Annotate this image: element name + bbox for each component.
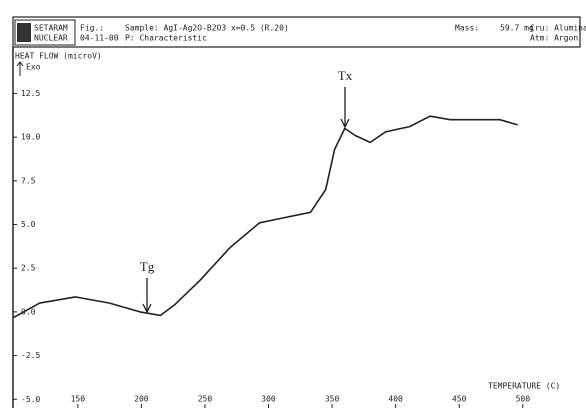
mass: 59.7 mg	[500, 24, 534, 33]
x-tick-label: 400	[388, 395, 403, 404]
x-tick-label: 500	[516, 395, 531, 404]
header-frame	[12, 16, 581, 48]
x-tick-label: 300	[261, 395, 276, 404]
date: 04-11-00	[80, 34, 119, 43]
y-tick-label: 10.0	[21, 133, 40, 142]
y-tick-label: 2.5	[21, 264, 36, 273]
annotation: Tg	[140, 259, 155, 274]
y-tick-label: 0.0	[21, 307, 36, 316]
logo: SETARAM	[34, 24, 68, 33]
exo-arrow	[16, 61, 24, 76]
fig-label: Fig.:	[80, 24, 104, 33]
x-tick-label: 450	[452, 395, 467, 404]
y-tick-label: -2.5	[21, 351, 40, 360]
program: P: Characteristic	[125, 34, 207, 43]
atmosphere: Atm: Argon	[530, 34, 578, 43]
x-axis-label: TEMPERATURE (C)	[488, 382, 560, 391]
annotation-arrow	[142, 278, 152, 314]
crucible: Cru: Alumina	[530, 24, 586, 33]
exo-label: Exo	[26, 63, 41, 72]
logo-box	[14, 19, 76, 46]
y-tick-label: 5.0	[21, 220, 36, 229]
logo-icon	[17, 23, 31, 42]
annotation-arrow	[340, 87, 350, 129]
mass-label: Mass:	[455, 24, 479, 33]
y-tick-label: 12.5	[21, 89, 40, 98]
y-tick-label: -5.0	[21, 395, 40, 404]
x-tick-label: 150	[71, 395, 86, 404]
x-tick-label: 200	[134, 395, 149, 404]
sample: Sample: AgI-Ag2O-B2O3 x=0.5 (R.20)	[125, 24, 289, 33]
x-tick-label: 250	[198, 395, 213, 404]
annotation: Tx	[338, 68, 353, 83]
logo: NUCLEAR	[34, 34, 68, 43]
y-tick-label: 7.5	[21, 176, 36, 185]
x-tick-label: 350	[325, 395, 340, 404]
y-axis-label: HEAT FLOW (microV)	[15, 52, 102, 61]
data-line	[12, 115, 518, 319]
